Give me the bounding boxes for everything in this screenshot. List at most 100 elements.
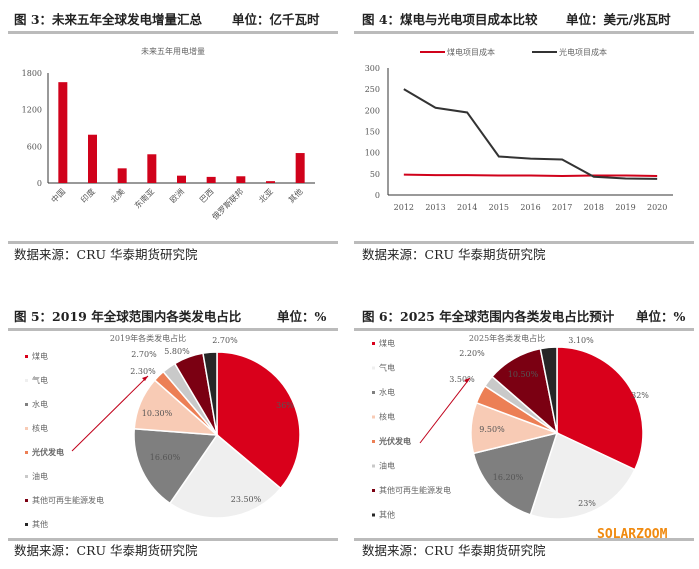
x-tick-label: 2019 [615,203,635,212]
legend-swatch [25,403,28,406]
y-tick-label: 50 [370,170,380,179]
x-tick-label: 2015 [489,203,509,212]
chart-title: 2019年各类发电占比 [110,333,186,343]
legend-label: 气电 [379,363,395,373]
bar [295,153,305,183]
pie-slice [539,346,558,434]
divider [8,328,338,331]
slice-label: 16.60% [150,453,181,462]
y-tick-label: 250 [365,85,380,94]
legend-swatch [25,355,28,358]
source-note: 数据来源：CRU 华泰期货研究院 [14,543,198,558]
source-note: 数据来源：CRU 华泰期货研究院 [14,247,198,262]
legend-label: 水电 [32,399,48,409]
series-line [403,173,658,177]
slice-label: 16.20% [493,473,524,482]
x-tick-label: 2012 [394,203,414,212]
divider [354,241,694,244]
x-tick-label: 其他 [286,186,304,204]
slice-label: 32% [631,391,649,400]
bar [266,181,275,183]
figure-5: 图 5：2019 年全球范围内各类发电占比 单位：% 2019年各类发电占比 36… [8,309,338,558]
x-tick-label: 2020 [647,203,667,212]
slice-label: 23.50% [231,495,262,504]
chart-title: 2025年各类发电占比 [469,333,545,343]
pie-slice [529,431,636,520]
legend-label: 油电 [379,461,395,471]
legend-label: 气电 [32,375,48,385]
unit-label: 单位：美元/兆瓦时 [566,12,671,27]
pie-slice [556,346,644,471]
x-tick-label: 俄罗斯联邦 [210,186,245,221]
legend-label: 核电 [32,423,48,433]
legend-label: 其他 [379,510,395,520]
divider [8,538,338,541]
x-tick-label: 2013 [425,203,445,212]
legend-swatch [372,464,375,468]
x-tick-label: 巴西 [198,187,216,205]
x-tick-label: 中国 [49,186,67,204]
highlight-arrow [419,377,471,444]
legend-label: 光伏发电 [31,447,64,457]
pie-chart: 2019年各类发电占比 36% 煤电 23.50% 气电 16.60% 水电 10.30% 核电… [25,333,301,529]
slice-label: 2.30% [130,367,156,376]
divider [354,31,694,34]
y-tick-label: 0 [37,179,42,188]
unit-label: 单位：亿千瓦时 [232,12,320,27]
x-tick-label: 北美 [108,186,126,204]
x-tick-label: 东南亚 [132,186,156,210]
slice-label: 2.70% [131,350,157,359]
source-note: 数据来源：CRU 华泰期货研究院 [362,247,546,262]
y-tick-label: 300 [365,64,380,73]
slice-label: 3.50% [449,375,475,384]
bar [88,134,97,183]
bar [117,168,127,183]
divider [354,328,694,331]
x-tick-label: 印度 [79,186,97,204]
chart-title: 未来五年用电增量 [141,46,205,56]
figure-title: 图 5：2019 年全球范围内各类发电占比 [14,309,242,324]
legend-swatch [372,366,375,370]
slice-label: 36% [276,401,294,410]
slice-label: 3.10% [568,336,594,345]
legend-swatch [372,489,375,492]
slice-label: 2.70% [212,336,238,345]
bar [147,154,157,183]
slice-label: 10.30% [142,409,173,418]
figure-3: 图 3：未来五年全球发电增量汇总 单位：亿千瓦时 未来五年用电增量 0 600 12… [8,12,338,262]
bar [58,82,68,183]
legend-label: 煤电 [32,351,48,361]
legend-swatch [25,475,28,478]
y-tick-label: 1800 [22,69,42,78]
arrow-head [464,378,470,383]
legend-label: 其他可再生能源发电 [379,485,451,495]
legend-swatch [25,499,28,502]
bar [236,176,246,183]
divider [8,31,338,34]
figure-title: 图 3：未来五年全球发电增量汇总 [14,12,203,27]
unit-label: 单位：% [277,309,327,324]
pie-slice [202,351,218,436]
arrow-head [142,376,148,381]
unit-label: 单位：% [636,309,686,324]
x-tick-label: 2014 [457,203,477,212]
figure-title: 图 4：煤电与光电项目成本比较 [362,12,538,27]
slice-label: 23% [578,499,596,508]
y-tick-label: 150 [365,128,380,137]
slice-label: 10.50% [508,370,539,379]
legend-swatch [372,342,375,345]
series-line [403,88,658,180]
x-tick-label: 2018 [584,203,604,212]
figure-6: 图 6：2025 年全球范围内各类发电占比预计 单位：% 2025年各类发电占比… [354,309,694,558]
source-note: 数据来源：CRU 华泰期货研究院 [362,543,546,558]
x-tick-label: 欧洲 [168,186,186,204]
pie-slice [133,427,219,505]
figure-4: 图 4：煤电与光电项目成本比较 单位：美元/兆瓦时 0 50 100 150 200 25… [354,12,694,262]
y-tick-label: 200 [365,106,380,115]
pie-slice [472,431,559,516]
legend-swatch [372,440,375,443]
y-tick-label: 600 [27,142,42,151]
divider [354,538,694,541]
bar [206,176,216,183]
